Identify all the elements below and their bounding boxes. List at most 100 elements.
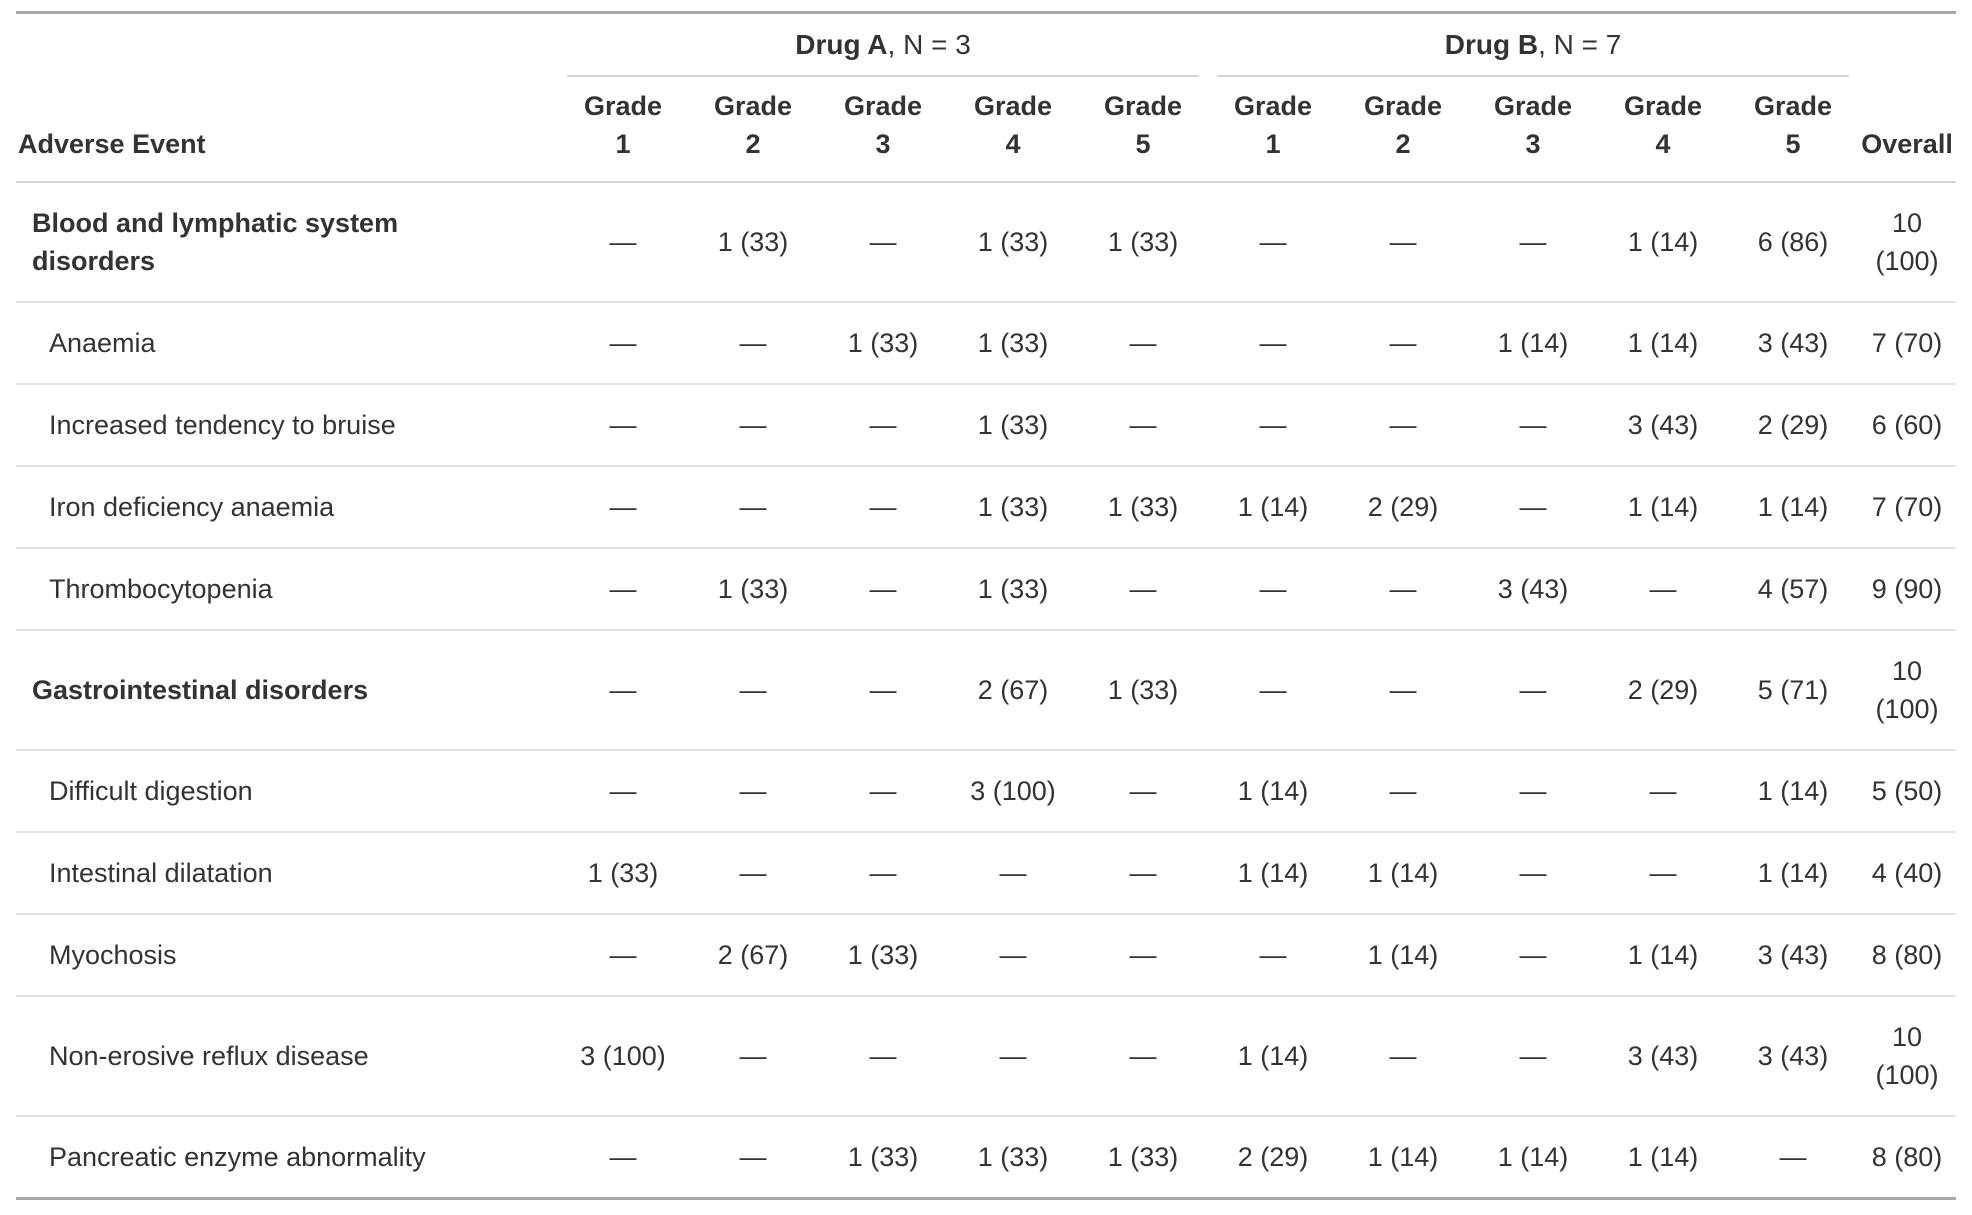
grade-header: Grade 1 xyxy=(1208,77,1339,183)
drug-b-grade-2-cell: — xyxy=(1389,227,1417,257)
overall-cell: 5 (50) xyxy=(1858,749,1957,832)
drug-b-grade-5-cell: 3 (43) xyxy=(1728,301,1859,384)
drug-b-grade-4-cell: 1 (14) xyxy=(1598,1115,1729,1199)
drug-b-grade-2-cell: 1 (14) xyxy=(1338,1115,1469,1199)
drug-a-grade-2-cell: 1 (33) xyxy=(717,227,789,257)
drug-b-grade-3-cell: 1 (14) xyxy=(1468,301,1599,384)
drug-a-grade-1-cell: — xyxy=(558,913,688,996)
drug-b-grade-3-cell: — xyxy=(1468,465,1599,548)
drug-a-grade-5-cell: — xyxy=(1078,749,1209,832)
drug-b-grade-5-cell: 4 (57) xyxy=(1728,547,1859,630)
drug-a-grade-4-cell: 1 (33) xyxy=(948,301,1078,384)
grade-header: Grade 4 xyxy=(948,77,1078,183)
drug-a-grade-4-cell: 1 (33) xyxy=(948,383,1078,466)
grade-word: Grade xyxy=(583,91,663,121)
drug-b-grade-4-cell: — xyxy=(1598,831,1729,914)
drug-a-grade-3-cell: — xyxy=(818,629,948,750)
overall-cell: 6 (60) xyxy=(1858,383,1957,466)
grade-number: 1 xyxy=(1265,129,1281,159)
drug-a-grade-1-cell: 3 (100) xyxy=(558,995,688,1116)
event-label: Pancreatic enzyme abnormality xyxy=(16,1115,558,1199)
table-row: Non-erosive reflux disease 3 (100) — — —… xyxy=(16,995,1957,1116)
spanner-drug-name: Drug B xyxy=(1444,29,1539,60)
event-label: Blood and lymphatic system disorders xyxy=(32,208,399,276)
drug-b-grade-1-cell: — xyxy=(1208,383,1339,466)
drug-a-grade-2-cell: — xyxy=(688,995,818,1116)
overall-spacer xyxy=(1858,13,1956,78)
drug-a-grade-2-cell: — xyxy=(688,465,818,548)
drug-b-grade-2-cell: — xyxy=(1338,629,1469,750)
overall-header: Overall xyxy=(1858,77,1957,183)
drug-a-grade-2-cell: — xyxy=(688,629,818,750)
drug-b-grade-4-cell: 2 (29) xyxy=(1598,629,1729,750)
drug-b-grade-2-cell: — xyxy=(1338,995,1469,1116)
grade-number: 3 xyxy=(875,129,891,159)
drug-a-grade-3-cell: 1 (33) xyxy=(818,1115,948,1199)
table-row: Blood and lymphatic system disorders — 1… xyxy=(16,182,1956,302)
drug-a-grade-1-cell: — xyxy=(558,465,688,548)
drug-a-grade-1-cell: — xyxy=(609,227,637,257)
drug-b-grade-4-cell: 3 (43) xyxy=(1598,383,1729,466)
drug-a-grade-1-cell: — xyxy=(558,1115,688,1199)
event-label: Iron deficiency anaemia xyxy=(16,465,558,548)
grade-header: Grade 4 xyxy=(1598,77,1729,183)
drug-a-grade-1-cell: — xyxy=(558,301,688,384)
table-row: Iron deficiency anaemia — — — 1 (33) 1 (… xyxy=(16,465,1957,548)
drug-b-grade-1-cell: 1 (14) xyxy=(1208,995,1339,1116)
drug-a-grade-2-cell: — xyxy=(688,831,818,914)
drug-a-grade-5-cell: 1 (33) xyxy=(1107,227,1179,257)
drug-a-grade-3-cell: — xyxy=(818,465,948,548)
drug-b-grade-3-cell: — xyxy=(1468,383,1599,466)
drug-b-grade-1-cell: 1 (14) xyxy=(1208,465,1339,548)
drug-b-grade-3-cell: 1 (14) xyxy=(1468,1115,1599,1199)
drug-b-grade-2-cell: 1 (14) xyxy=(1338,831,1469,914)
drug-b-grade-3-cell: — xyxy=(1468,913,1599,996)
drug-a-grade-5-cell: — xyxy=(1078,547,1209,630)
drug-a-grade-5-cell: 1 (33) xyxy=(1078,465,1209,548)
table-row: Gastrointestinal disorders — — — 2 (67) … xyxy=(16,629,1957,750)
drug-a-grade-2-cell: 1 (33) xyxy=(688,547,818,630)
drug-b-grade-4-cell: 1 (14) xyxy=(1598,913,1729,996)
overall-cell: 7 (70) xyxy=(1858,465,1957,548)
drug-a-grade-2-cell: — xyxy=(688,301,818,384)
drug-a-grade-3-cell: — xyxy=(818,383,948,466)
event-label: Increased tendency to bruise xyxy=(16,383,558,466)
drug-b-grade-5-cell: 1 (14) xyxy=(1728,831,1859,914)
drug-a-grade-4-cell: 1 (33) xyxy=(948,465,1078,548)
drug-b-grade-2-cell: 1 (14) xyxy=(1338,913,1469,996)
drug-a-grade-4-cell: 1 (33) xyxy=(948,547,1078,630)
drug-a-grade-4-cell: 3 (100) xyxy=(948,749,1078,832)
drug-b-grade-1-cell: 1 (14) xyxy=(1208,831,1339,914)
grade-header: Grade 5 xyxy=(1078,77,1209,183)
table-row: Intestinal dilatation 1 (33) — — — — 1 (… xyxy=(16,831,1957,914)
drug-a-grade-3-cell: 1 (33) xyxy=(818,913,948,996)
spanner-n-text: , N = 3 xyxy=(887,29,971,60)
stub-spacer xyxy=(16,13,558,78)
event-label: Gastrointestinal disorders xyxy=(16,629,558,750)
drug-b-grade-1-cell: 2 (29) xyxy=(1208,1115,1339,1199)
event-label: Anaemia xyxy=(16,301,558,384)
drug-b-spanner: Drug B, N = 7 xyxy=(1208,13,1858,77)
grade-number: 1 xyxy=(615,129,631,159)
drug-a-grade-3-cell: — xyxy=(869,227,897,257)
drug-a-grade-4-cell: 1 (33) xyxy=(977,227,1049,257)
drug-b-grade-3-cell: 3 (43) xyxy=(1468,547,1599,630)
drug-b-grade-4-cell: 3 (43) xyxy=(1598,995,1729,1116)
grade-number: 4 xyxy=(1005,129,1021,159)
event-label: Difficult digestion xyxy=(16,749,558,832)
overall-cell: 10 (100) xyxy=(1875,208,1939,276)
overall-cell: 8 (80) xyxy=(1858,913,1957,996)
drug-b-spanner-underline xyxy=(1217,75,1850,77)
drug-a-grade-5-cell: — xyxy=(1078,995,1209,1116)
drug-b-grade-5-cell: 1 (14) xyxy=(1728,465,1859,548)
table-row: Pancreatic enzyme abnormality — — 1 (33)… xyxy=(16,1115,1957,1199)
drug-a-grade-5-cell: — xyxy=(1078,831,1209,914)
drug-b-spanner-label: Drug B, N = 7 xyxy=(1208,14,1858,64)
drug-a-grade-2-cell: — xyxy=(688,1115,818,1199)
drug-b-grade-5-cell: 2 (29) xyxy=(1728,383,1859,466)
spanner-n-text: , N = 7 xyxy=(1538,29,1622,60)
drug-a-grade-1-cell: 1 (33) xyxy=(558,831,688,914)
grade-word: Grade xyxy=(713,91,793,121)
event-label: Myochosis xyxy=(16,913,558,996)
grade-header: Grade 1 xyxy=(558,77,688,183)
